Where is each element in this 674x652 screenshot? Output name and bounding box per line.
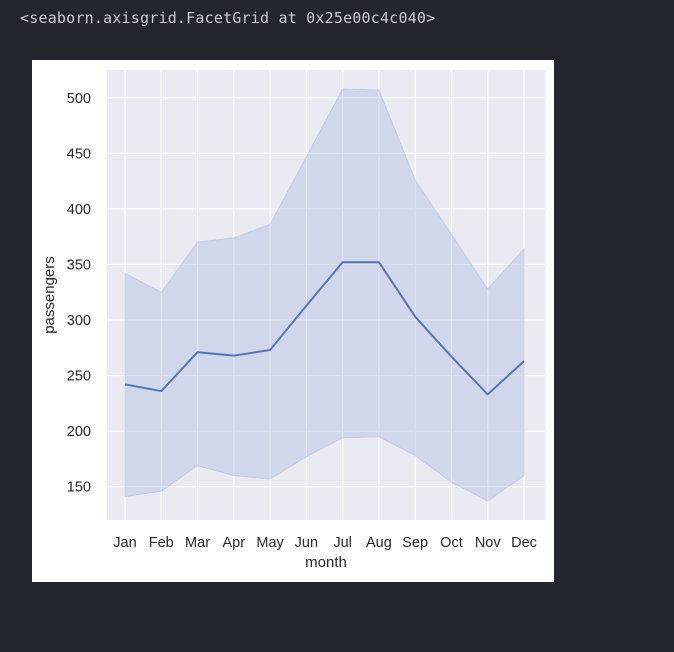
x-tick-label: Aug: [366, 535, 392, 551]
plot-area: [107, 70, 545, 520]
x-tick-label: Nov: [475, 535, 502, 551]
x-tick-label: May: [256, 535, 284, 551]
y-tick-label: 250: [67, 369, 91, 385]
series-line: [124, 261, 525, 396]
x-tick-labels: Jan Feb Mar Apr May Jun Jul Aug Sep Oct Nov Dec: [113, 535, 537, 551]
y-tick-labels: 150 200 250 300 350 400 450 500: [67, 91, 91, 496]
y-tick-label: 450: [67, 146, 91, 162]
y-tick-label: 350: [67, 257, 91, 273]
grid-lines-y: [107, 97, 545, 488]
y-tick-label: 400: [67, 202, 91, 218]
y-tick-label: 150: [67, 480, 91, 496]
x-tick-label: Jan: [113, 535, 136, 551]
x-tick-label: Feb: [149, 535, 174, 551]
chart-figure: 150 200 250 300 350 400 450 500 Jan Feb Mar Apr May…: [32, 60, 554, 582]
confidence-band: [124, 88, 525, 502]
x-tick-label: Jul: [333, 535, 352, 551]
line-chart: 150 200 250 300 350 400 450 500 Jan Feb Mar Apr May…: [41, 70, 545, 571]
y-axis-label: passengers: [41, 256, 58, 334]
x-tick-label: Dec: [511, 535, 537, 551]
x-axis-label: month: [305, 554, 347, 571]
y-tick-label: 300: [67, 313, 91, 329]
x-tick-label: Sep: [402, 535, 428, 551]
x-tick-label: Mar: [185, 535, 210, 551]
x-tick-label: Apr: [223, 535, 246, 551]
y-tick-label: 200: [67, 424, 91, 440]
y-tick-label: 500: [67, 91, 91, 107]
x-tick-label: Jun: [295, 535, 318, 551]
x-tick-label: Oct: [440, 535, 463, 551]
output-repr-text: <seaborn.axisgrid.FacetGrid at 0x25e00c4…: [20, 9, 436, 27]
